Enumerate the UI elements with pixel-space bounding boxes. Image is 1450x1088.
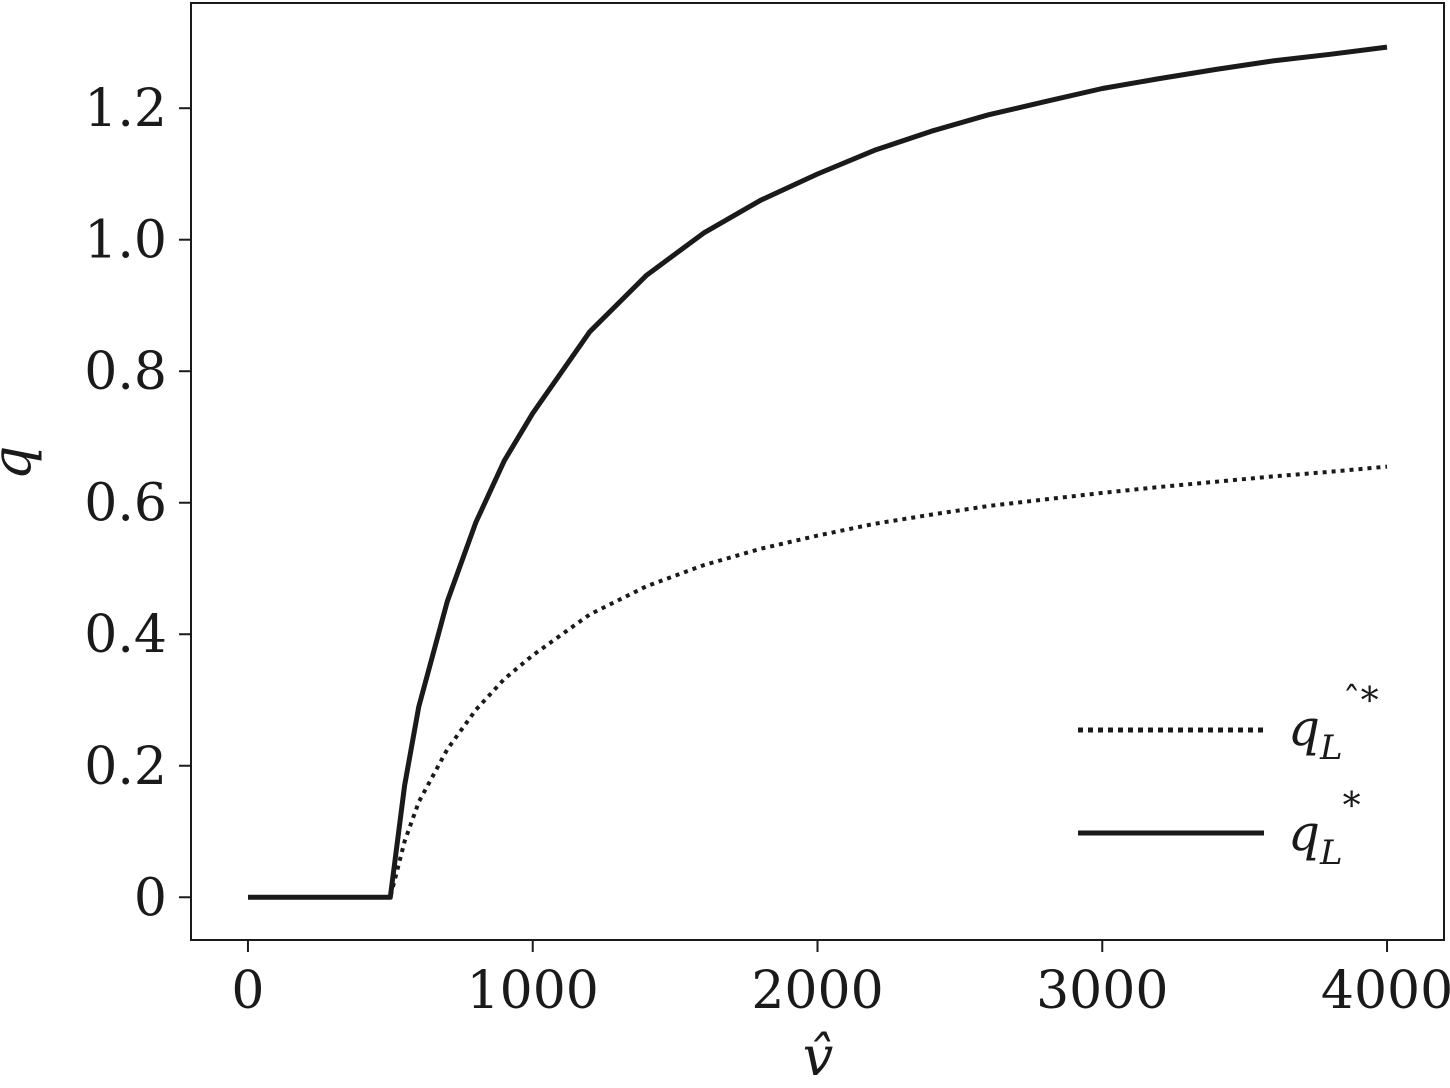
- series-line-q-l-star: [248, 44, 1388, 900]
- y-tick-label: 0.8: [84, 342, 167, 402]
- x-tick-label: 2000: [751, 961, 883, 1021]
- legend-label-q-l-star: qL*: [1288, 786, 1361, 873]
- y-axis: 0 0.2 0.4 0.6 0.8 1.0 1.2: [84, 79, 191, 928]
- y-tick-label: 0.4: [84, 605, 167, 665]
- y-tick-label: 0.6: [84, 474, 167, 534]
- x-axis: 0 1000 2000 3000 4000: [231, 940, 1450, 1021]
- x-tick-label: 4000: [1321, 961, 1450, 1021]
- x-tick-label: 1000: [467, 961, 599, 1021]
- series-layer: [248, 44, 1388, 900]
- legend: qLˆ* qL*: [1078, 681, 1379, 873]
- y-tick-label: 0.2: [84, 737, 167, 797]
- plot-frame: [190, 2, 1445, 941]
- y-tick-label: 0: [134, 868, 167, 928]
- y-tick-label: 1.0: [84, 211, 167, 271]
- x-tick-label: 3000: [1036, 961, 1168, 1021]
- series-line-q-hat-l-star: [248, 464, 1388, 900]
- legend-label-q-hat-l-star: qLˆ*: [1288, 681, 1379, 768]
- x-tick-label: 0: [231, 961, 264, 1021]
- y-tick-label: 1.2: [84, 79, 167, 139]
- x-axis-title: v̂: [803, 1025, 834, 1088]
- y-axis-title: q: [0, 446, 43, 481]
